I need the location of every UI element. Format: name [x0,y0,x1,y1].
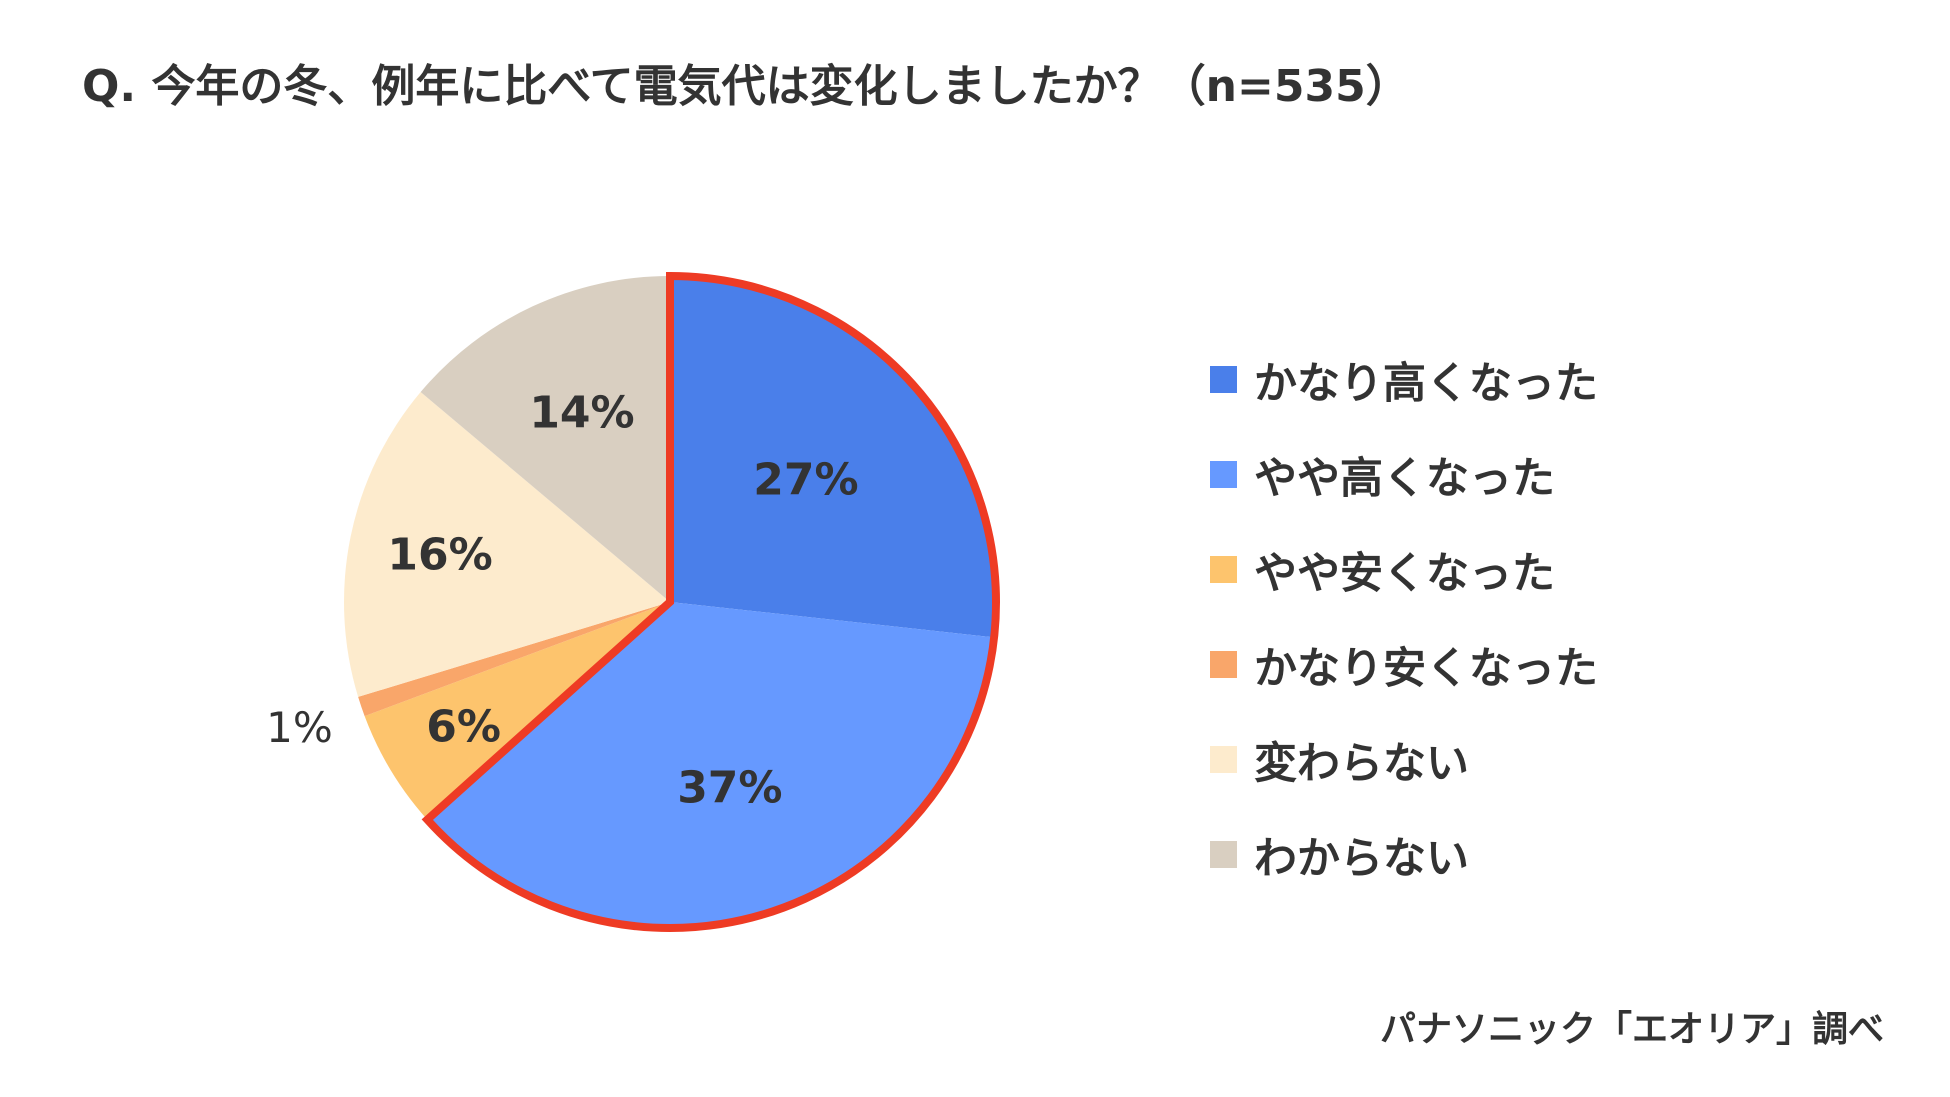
legend-swatch [1210,841,1237,868]
legend-item: 変わらない [1210,712,1598,807]
pie-slices [344,276,996,928]
legend-swatch [1210,746,1237,773]
legend-swatch [1210,651,1237,678]
legend-swatch [1210,366,1237,393]
pie-data-label: 37% [677,763,782,814]
pie-data-label: 14% [529,387,634,438]
legend-label: かなり安くなった [1254,643,1598,694]
legend-item: かなり安くなった [1210,617,1598,712]
pie-highlight [421,271,1000,932]
legend-label: やや高くなった [1254,453,1555,504]
pie-data-label: 16% [387,529,492,580]
pie-slice [670,276,996,638]
legend-label: 変わらない [1254,738,1469,789]
pie-slice [420,276,670,602]
legend-item: わからない [1210,807,1598,902]
legend-item: やや高くなった [1210,427,1598,522]
pie-slice [344,392,670,697]
legend-swatch [1210,556,1237,583]
highlight-outline [421,271,1000,932]
chart-title: Q. 今年の冬、例年に比べて電気代は変化しましたか？（n=535） [82,61,1410,112]
pie-slice [358,602,670,717]
pie-data-label: 6% [426,701,501,752]
legend-label: やや安くなった [1254,548,1555,599]
legend-item: やや安くなった [1210,522,1598,617]
pie-data-label: 1% [266,703,333,752]
legend-label: わからない [1254,833,1469,884]
legend-item: かなり高くなった [1210,332,1598,427]
source-note: パナソニック「エオリア」調べ [1379,1009,1884,1050]
pie-slice [364,602,670,820]
legend-label: かなり高くなった [1254,358,1598,409]
pie-labels: 27% 37% 6% 1% 16% 14% [266,387,858,813]
chart-legend: かなり高くなった やや高くなった やや安くなった かなり安くなった 変わらないわからない [1210,332,1598,902]
pie-data-label: 27% [753,455,858,506]
legend-swatch [1210,461,1237,488]
pie-slice [427,602,995,928]
